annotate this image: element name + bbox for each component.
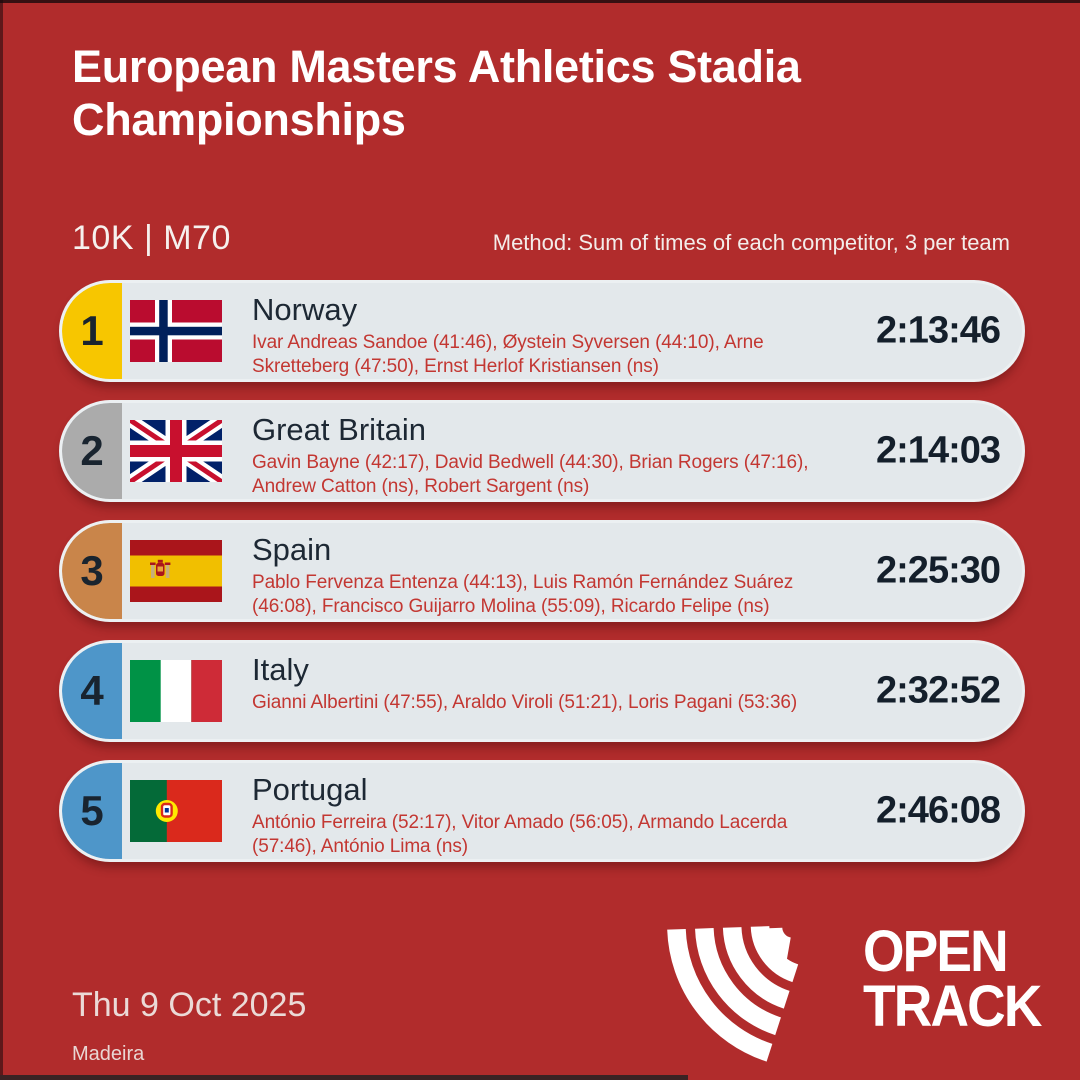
rank-badge: 2 xyxy=(62,403,122,499)
norway-flag-icon xyxy=(130,300,222,362)
team-info: Great Britain Gavin Bayne (42:17), David… xyxy=(252,411,852,499)
opentrack-arcs-icon xyxy=(667,920,853,1064)
table-row: 5 Portugal António Ferreira (52:17), Vit… xyxy=(62,763,1022,859)
event-location: Madeira xyxy=(72,1043,145,1065)
competitors-list: Pablo Fervenza Entenza (44:13), Luis Ram… xyxy=(252,572,794,618)
team-name: Great Britain xyxy=(252,412,427,447)
team-name: Italy xyxy=(252,652,309,687)
rank-number: 2 xyxy=(80,427,104,474)
table-row: 4 Italy Gianni Albertini (47:55), Araldo… xyxy=(62,643,1022,739)
team-info: Italy Gianni Albertini (47:55), Araldo V… xyxy=(252,651,852,715)
team-time: 2:13:46 xyxy=(876,309,1001,352)
rank-number: 1 xyxy=(80,307,104,354)
method-text: Method: Sum of times of each competitor,… xyxy=(492,230,1010,255)
team-info: Portugal António Ferreira (52:17), Vitor… xyxy=(252,771,852,859)
team-time: 2:14:03 xyxy=(876,429,1001,472)
rank-number: 3 xyxy=(80,547,104,594)
portugal-flag-icon xyxy=(130,780,222,842)
opentrack-wordmark: OPEN TRACK xyxy=(863,919,1042,1040)
team-time: 2:46:08 xyxy=(876,789,1001,832)
event-label: 10K | M70 xyxy=(72,219,231,257)
spain-flag-icon xyxy=(130,540,222,602)
rank-badge: 5 xyxy=(62,763,122,859)
rank-number: 5 xyxy=(80,787,104,834)
rank-badge: 4 xyxy=(62,643,122,739)
left-edge-line xyxy=(0,0,3,1080)
competitors-list: António Ferreira (52:17), Vitor Amado (5… xyxy=(252,812,788,858)
rank-number: 4 xyxy=(80,667,104,714)
competitors-list: Ivar Andreas Sandoe (41:46), Øystein Syv… xyxy=(252,332,764,378)
team-time: 2:25:30 xyxy=(876,549,1001,592)
page-title: European Masters Athletics Stadia Champi… xyxy=(72,41,801,146)
italy-flag-icon xyxy=(130,660,222,722)
competitors-list: Gavin Bayne (42:17), David Bedwell (44:3… xyxy=(252,452,809,498)
rank-badge: 1 xyxy=(62,283,122,379)
team-name: Spain xyxy=(252,532,332,567)
event-date: Thu 9 Oct 2025 xyxy=(72,986,307,1024)
great-britain-flag-icon xyxy=(130,420,222,482)
team-time: 2:32:52 xyxy=(876,669,1001,712)
competitors-list: Gianni Albertini (47:55), Araldo Viroli … xyxy=(252,692,798,714)
bottom-progress-bar xyxy=(0,1075,688,1080)
logo-line-track: TRACK xyxy=(863,974,1042,1040)
team-info: Spain Pablo Fervenza Entenza (44:13), Lu… xyxy=(252,531,852,619)
top-edge-line xyxy=(0,0,1080,3)
team-info: Norway Ivar Andreas Sandoe (41:46), Øyst… xyxy=(252,291,852,379)
team-name: Norway xyxy=(252,292,358,327)
table-row: 3 Spain Pablo Fervenza Enten xyxy=(62,523,1022,619)
results-list: 1 Norway Ivar Andreas Sandoe (41:46), Øy… xyxy=(62,283,1022,883)
opentrack-logo: OPEN TRACK xyxy=(667,920,1056,1064)
rank-badge: 3 xyxy=(62,523,122,619)
table-row: 2 Great Britain Gavin Bayne (42:17), Dav… xyxy=(62,403,1022,499)
team-name: Portugal xyxy=(252,772,368,807)
table-row: 1 Norway Ivar Andreas Sandoe (41:46), Øy… xyxy=(62,283,1022,379)
logo-line-open: OPEN xyxy=(863,919,1009,984)
